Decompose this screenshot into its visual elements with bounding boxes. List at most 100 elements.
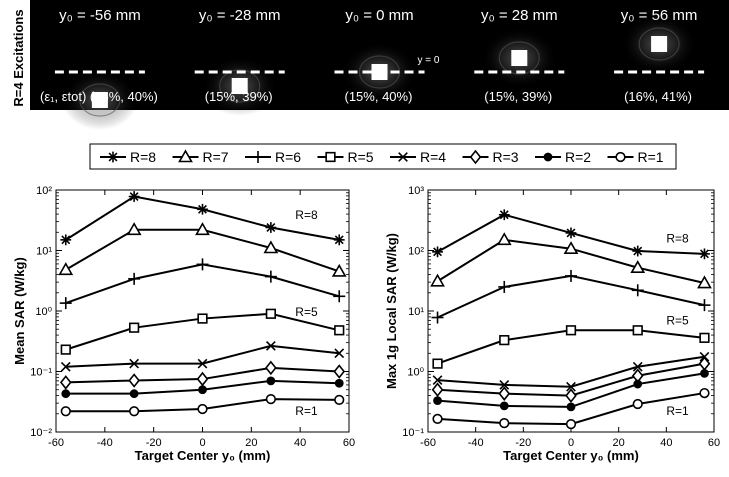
data-point: [432, 358, 443, 369]
legend-item: R=7: [172, 149, 229, 165]
data-point: [128, 191, 140, 202]
data-point: [498, 386, 511, 401]
y-axis-label: Max 1g Local SAR (W/kg): [384, 233, 399, 389]
data-point: [334, 394, 345, 405]
legend-item: R=5: [317, 149, 374, 165]
data-point: [196, 371, 209, 387]
data-point: [333, 290, 346, 303]
series-r7: [58, 222, 347, 277]
y-axis-label: Mean SAR (W/kg): [12, 257, 27, 365]
legend-label: R=2: [565, 149, 591, 165]
data-point: [565, 325, 577, 336]
data-point: [265, 341, 276, 351]
excitation-panel: y₀ = 28 mm (15%, 39%): [474, 7, 565, 104]
data-point: [566, 402, 576, 412]
excitation-target-square: [651, 36, 668, 52]
data-point: [431, 311, 444, 324]
excitation-panel: y₀ = -56 mm (ε₁, εtot) (16%, 40%): [40, 7, 158, 130]
data-point: [197, 203, 208, 215]
data-point: [197, 358, 208, 369]
data-point: [197, 403, 208, 415]
series-r4: [60, 341, 345, 372]
data-point: [129, 389, 139, 399]
series-r2: [433, 369, 709, 412]
data-point: [631, 284, 644, 297]
series-r8: [60, 191, 345, 246]
excitation-target-square: [91, 92, 108, 108]
legend-marker: [252, 151, 264, 163]
data-point: [632, 325, 643, 336]
chart-max-local-sar: -60 -40 -20 0 20 40 60 10⁻¹ 10⁰ 10¹ 10² 10³ Target C…: [384, 185, 720, 463]
series-r5: [432, 325, 710, 369]
data-point: [699, 332, 710, 343]
y-tick-label: 10⁰: [407, 367, 424, 379]
excitation-error-text: (15%, 39%): [205, 89, 273, 104]
excitation-panel: y₀ = 56 mm(16%, 41%): [614, 7, 705, 104]
data-point: [431, 382, 444, 397]
x-tick-label: -40: [97, 437, 113, 449]
data-point: [565, 227, 577, 239]
legend-item: R=2: [535, 149, 591, 165]
data-point: [196, 258, 209, 271]
series-r7: [430, 232, 712, 289]
y-tick-label: 10²: [408, 246, 424, 258]
data-point: [498, 280, 511, 293]
y-tick-label: 10⁻²: [30, 427, 52, 439]
data-point: [129, 358, 140, 369]
y-tick-label: 10¹: [408, 306, 424, 318]
data-point: [60, 344, 71, 355]
excitation-ring: [79, 83, 121, 117]
data-point: [499, 418, 510, 429]
excitation-error-text: (15%, 40%): [345, 89, 413, 104]
excitation-error-text: (15%, 39%): [484, 89, 552, 104]
series-r6: [59, 258, 346, 310]
data-point: [698, 299, 711, 312]
excitation-ring: [219, 69, 261, 103]
x-tick-label: -20: [515, 437, 531, 449]
data-point: [699, 387, 710, 399]
series-r2: [61, 376, 344, 399]
x-tick-label: -60: [48, 437, 64, 449]
legend-label: R=5: [348, 149, 374, 165]
x-tick-label: -40: [468, 437, 484, 449]
x-tick-label: 0: [568, 437, 574, 449]
x-tick-label: 20: [245, 437, 257, 449]
y-tick-label: 10⁻¹: [30, 367, 52, 379]
y0-reference-label: y = 0: [418, 55, 440, 66]
series-r6: [431, 269, 711, 324]
y-tick-label: 10³: [408, 185, 424, 197]
data-point: [699, 248, 710, 260]
x-ticks: -60 -40 -20 0 20 40 60: [420, 190, 720, 449]
legend-label: R=1: [638, 149, 664, 165]
x-tick-label: 40: [660, 437, 672, 449]
legend-marker: [469, 149, 482, 165]
series-r4: [432, 351, 710, 392]
legend-item: R=3: [462, 149, 519, 165]
legend-items: R=8 R=7 R=6 R=5 R=4 R=3 R=2 R=1: [100, 149, 664, 165]
excitation-target-square: [371, 64, 388, 80]
legend-label: R=4: [420, 149, 446, 165]
data-point: [265, 393, 276, 405]
data-point: [129, 322, 140, 333]
y-tick-label: 10⁰: [35, 306, 52, 318]
excitation-panel-title: y₀ = -56 mm: [59, 7, 141, 24]
data-point: [565, 269, 577, 282]
data-point: [433, 396, 442, 406]
data-point: [334, 325, 345, 336]
series-r5: [60, 308, 345, 355]
data-point: [563, 241, 579, 255]
x-axis-label: Target Center y₀ (mm): [503, 448, 639, 463]
y-ticks: 10⁻¹ 10⁰ 10¹ 10² 10³: [402, 185, 714, 439]
data-point: [263, 240, 279, 254]
y-tick-label: 10⁻¹: [402, 427, 424, 439]
data-point: [499, 380, 510, 390]
data-point: [128, 373, 140, 388]
excitation-ring: [498, 41, 540, 75]
data-point: [432, 375, 443, 386]
excitation-strip: R=4 Excitations y₀ = -56 mm (ε₁, εtot) (1…: [0, 0, 729, 130]
data-point: [632, 245, 644, 257]
data-point: [129, 406, 140, 417]
x-ticks: -60 -40 -20 0 20 40 60: [48, 190, 355, 449]
excitation-target-square: [231, 78, 248, 94]
